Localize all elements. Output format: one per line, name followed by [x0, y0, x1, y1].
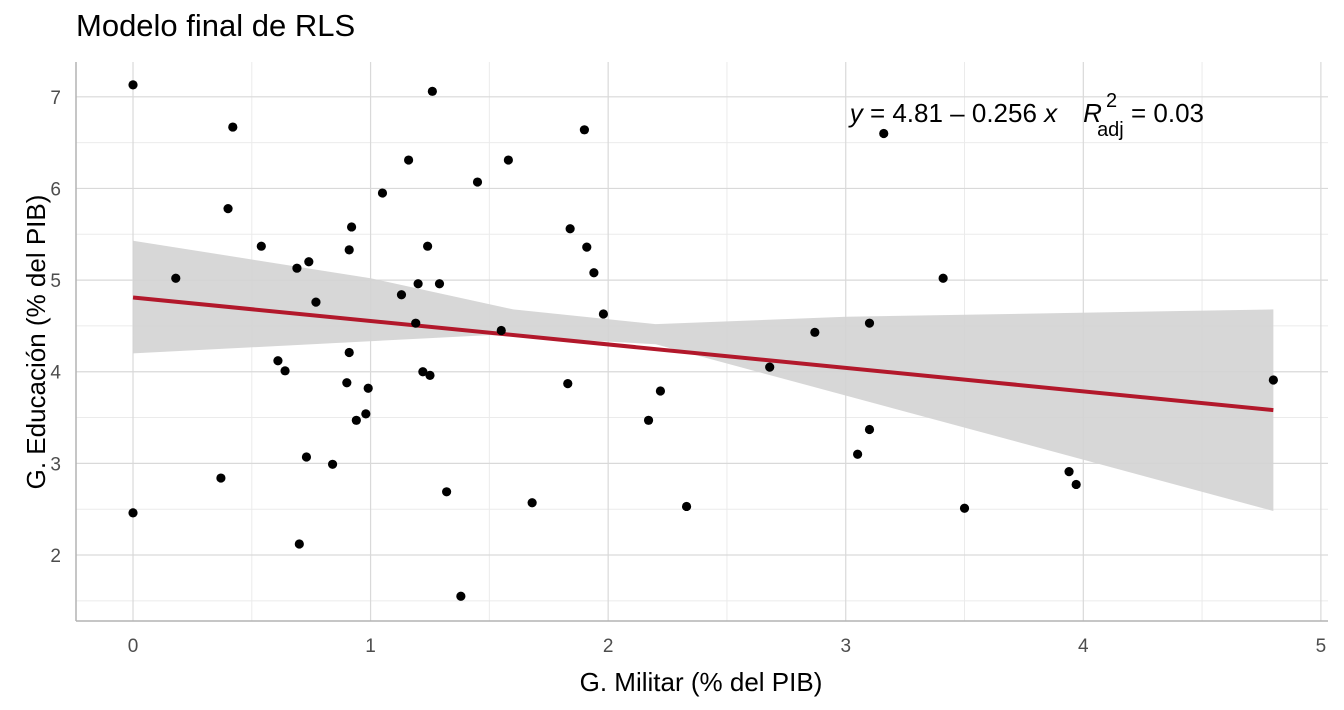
data-point — [810, 327, 820, 337]
data-point — [216, 473, 226, 483]
data-point — [582, 242, 592, 252]
data-point — [456, 591, 466, 601]
data-point — [423, 241, 433, 251]
chart-title: Modelo final de RLS — [76, 8, 356, 43]
data-point — [418, 367, 428, 377]
data-point — [280, 366, 290, 376]
equation-y-var: y — [848, 98, 865, 128]
data-point — [864, 424, 875, 435]
data-point — [959, 503, 970, 513]
data-point — [938, 273, 948, 283]
data-point — [256, 241, 266, 251]
y-tick-label: 4 — [50, 363, 61, 384]
data-point — [413, 279, 423, 289]
data-point — [579, 125, 590, 135]
data-point — [589, 268, 599, 278]
data-point — [425, 370, 435, 381]
x-tick-label: 0 — [128, 636, 139, 657]
y-tick-label: 3 — [50, 454, 61, 475]
data-point — [503, 155, 513, 165]
confidence-ribbon — [133, 240, 1274, 512]
data-point — [128, 80, 138, 90]
r-squared-value: = 0.03 — [1124, 98, 1204, 128]
data-point — [342, 378, 352, 388]
data-point — [301, 452, 312, 462]
data-point — [228, 122, 238, 132]
data-point — [563, 379, 573, 389]
data-point — [344, 245, 354, 255]
data-point — [879, 128, 889, 139]
x-tick-label: 2 — [603, 636, 614, 657]
y-tick-label: 7 — [50, 88, 61, 109]
x-tick-label: 1 — [365, 636, 376, 657]
data-points — [128, 80, 1278, 601]
y-axis-title: G. Educación (% del PIB) — [21, 195, 51, 490]
x-axis-title: G. Militar (% del PIB) — [580, 667, 823, 697]
x-tick-labels: 0 1 2 3 4 5 — [128, 636, 1326, 657]
y-tick-label: 5 — [50, 271, 61, 292]
data-point — [351, 415, 361, 425]
data-point — [853, 449, 863, 459]
axis-lines — [75, 62, 1328, 622]
x-tick-label: 3 — [840, 636, 851, 657]
data-point — [434, 279, 445, 289]
r-squared-subscript: adj — [1097, 119, 1124, 141]
data-point — [496, 325, 506, 336]
data-point — [403, 155, 414, 165]
r-squared-superscript: 2 — [1106, 90, 1117, 112]
data-point — [427, 86, 437, 96]
r-squared-letter: R — [1083, 98, 1102, 128]
x-tick-label: 5 — [1316, 636, 1327, 657]
regression-line — [132, 295, 1274, 413]
data-point — [273, 356, 283, 366]
data-point — [292, 263, 302, 273]
data-point — [363, 383, 373, 393]
data-point — [765, 362, 775, 372]
data-point — [565, 224, 575, 234]
data-point — [304, 257, 314, 267]
y-tick-label: 6 — [50, 179, 61, 200]
data-point — [223, 204, 233, 214]
x-tick-label: 4 — [1078, 636, 1089, 657]
data-point — [472, 177, 483, 187]
data-point — [681, 501, 692, 512]
data-point — [655, 386, 666, 396]
data-point — [294, 539, 304, 549]
data-point — [346, 222, 357, 232]
y-tick-label: 2 — [50, 546, 61, 567]
data-point — [344, 347, 354, 358]
data-point — [361, 409, 371, 419]
data-point — [1064, 467, 1074, 477]
data-point — [1268, 375, 1278, 385]
data-point — [643, 415, 654, 425]
data-point — [1071, 479, 1081, 490]
data-point — [377, 188, 388, 198]
data-point — [442, 487, 452, 497]
data-point — [527, 498, 537, 508]
data-point — [864, 318, 875, 328]
equation-x-var: x — [1042, 98, 1058, 128]
data-point — [598, 309, 609, 319]
data-point — [171, 273, 181, 283]
data-point — [311, 297, 321, 307]
data-point — [396, 290, 407, 300]
regression-equation: y = 4.81 – 0.256 x R 2 adj = 0.03 — [848, 90, 1204, 141]
data-point — [327, 459, 338, 469]
data-point — [411, 318, 421, 328]
data-point — [128, 508, 138, 518]
y-tick-labels: 2 3 4 5 6 7 — [50, 88, 61, 567]
equation-body: = 4.81 – 0.256 — [863, 98, 1044, 128]
